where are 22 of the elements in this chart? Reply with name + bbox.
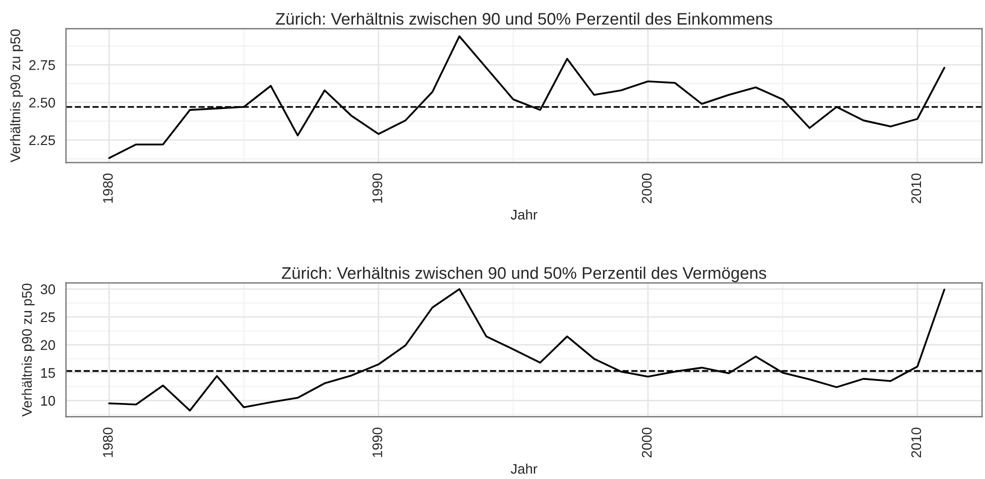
y-tick-label: 30 — [40, 284, 56, 294]
x-tick-label: 2010 — [911, 428, 922, 458]
y-tick-label: 15 — [41, 368, 55, 378]
x-tick-label: 2000 — [642, 173, 652, 204]
y-tick-label: 20 — [40, 340, 56, 350]
y-axis-title: Verhältnis p90 zu p50 — [22, 284, 35, 417]
y-tick-label: 2.75 — [29, 60, 55, 70]
y-tick-label: 2.25 — [29, 135, 55, 146]
x-tick-label: 1990 — [372, 428, 382, 457]
x-tick-label: 2000 — [642, 428, 652, 458]
x-axis-title: Jahr — [510, 209, 538, 220]
y-tick-label: 10 — [41, 396, 56, 406]
y-axis-title: Verhältnis p90 zu p50 — [10, 29, 23, 162]
chart-title: Zürich: Verhältnis zwischen 90 und 50% Perzentil des Vermögens — [282, 266, 766, 282]
x-axis-title: Jahr — [510, 464, 538, 474]
chart-title: Zürich: Verhältnis zwischen 90 und 50% Perzentil des Einkommens — [276, 12, 772, 25]
y-tick-label: 2.50 — [29, 98, 56, 108]
x-tick-label: 1980 — [102, 428, 113, 457]
x-tick-label: 1990 — [372, 173, 382, 203]
x-tick-label: 1980 — [102, 173, 113, 203]
y-tick-label: 25 — [40, 312, 55, 322]
x-tick-label: 2010 — [911, 173, 922, 204]
